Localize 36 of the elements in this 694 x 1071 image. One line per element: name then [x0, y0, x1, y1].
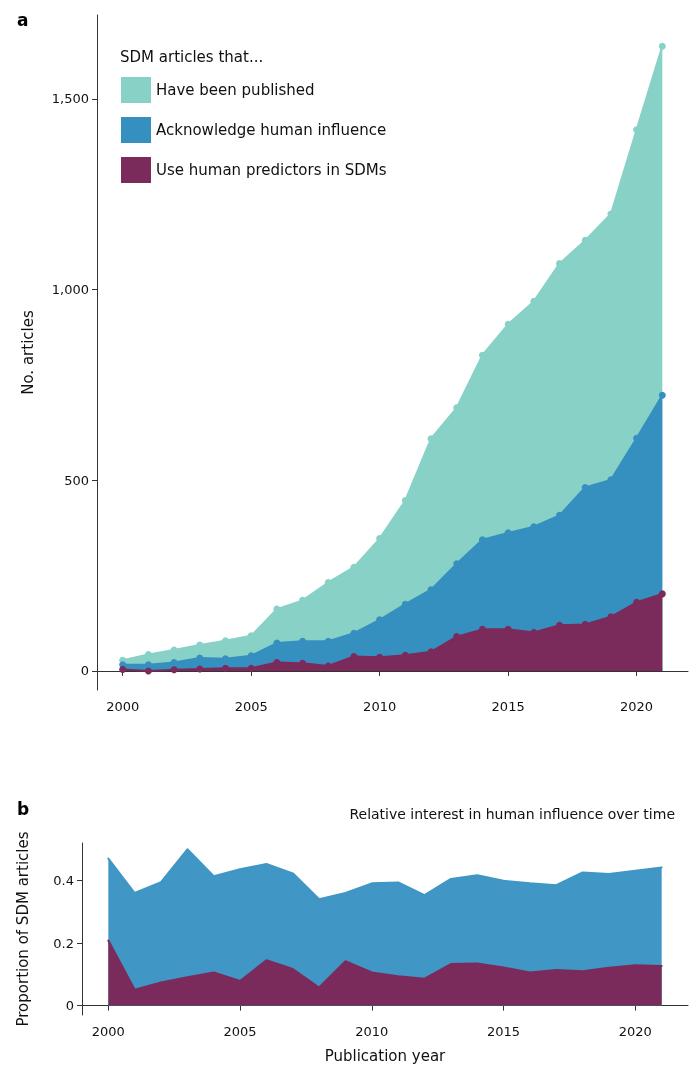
text: b — [17, 798, 30, 819]
point — [247, 664, 255, 672]
y-tick-label: 0.2 — [53, 935, 74, 951]
y-tick-label: 0.4 — [53, 873, 74, 889]
x-tick-label: 2005 — [223, 1024, 257, 1039]
point — [170, 666, 178, 674]
point — [658, 42, 666, 50]
chart-title: Relative interest in human influence over time — [349, 806, 676, 822]
x-tick-label: 2020 — [618, 1024, 652, 1039]
legend-label: Use human predictors in SDMs — [156, 161, 387, 179]
y-axis-title: No. articles — [18, 310, 37, 395]
y-axis-title: Proportion of SDM articles — [13, 831, 32, 1027]
y-tick-label: 0 — [65, 998, 74, 1014]
point — [119, 665, 127, 673]
point — [658, 590, 666, 598]
point — [221, 664, 229, 672]
x-tick-label: 2000 — [91, 1024, 125, 1039]
y-tick-label: 1,500 — [51, 91, 89, 107]
x-tick-label: 2005 — [234, 699, 268, 714]
text: a — [17, 9, 29, 30]
x-tick-label: 2010 — [363, 699, 397, 714]
point — [196, 665, 204, 673]
x-tick-label: 2020 — [620, 699, 654, 714]
y-tick-label: 1,000 — [51, 282, 89, 298]
x-tick-label: 2010 — [355, 1024, 389, 1039]
point — [144, 667, 152, 675]
x-tick-label: 2015 — [491, 699, 525, 714]
x-tick-label: 2000 — [106, 699, 140, 714]
y-tick-label: 0 — [80, 663, 89, 679]
legend-label: Acknowledge human influence — [156, 121, 387, 139]
legend-label: Have been published — [156, 81, 315, 99]
x-tick-label: 2015 — [487, 1024, 521, 1039]
x-axis-title: Publication year — [324, 1046, 447, 1065]
legend-title: SDM articles that... — [120, 47, 264, 66]
point — [658, 391, 666, 399]
y-tick-label: 500 — [64, 472, 89, 488]
